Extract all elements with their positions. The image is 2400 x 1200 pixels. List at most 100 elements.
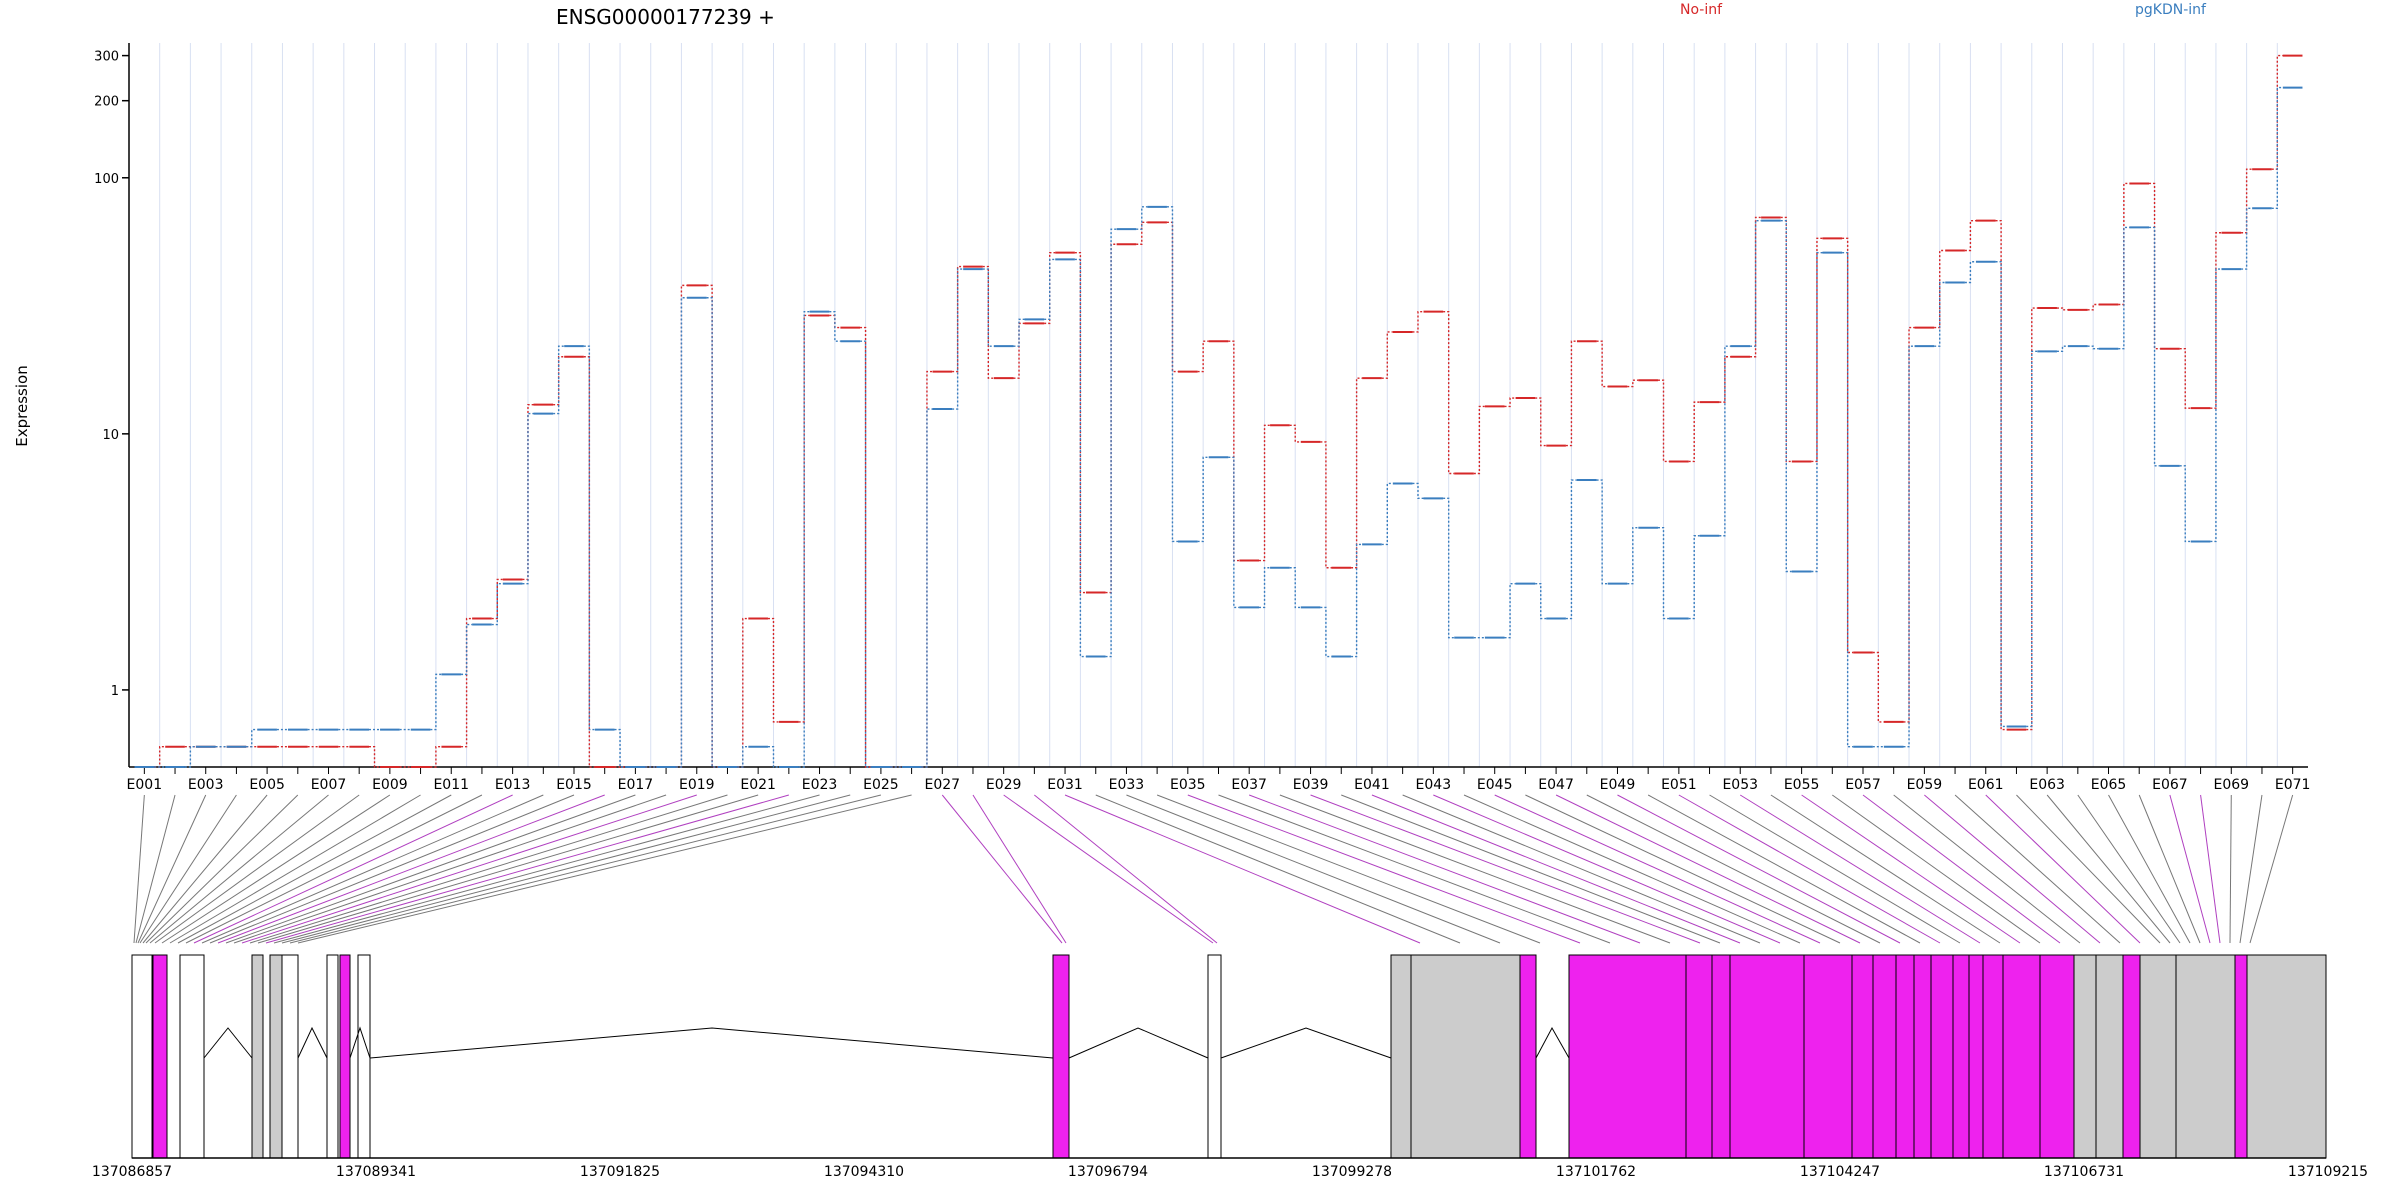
x-tick-label: E019 [679,777,715,793]
exon-box [2002,954,2041,1159]
exon-box [2039,954,2075,1159]
series-connector [767,746,780,768]
x-tick-label: E021 [740,777,776,793]
series-connector [1289,567,1301,609]
series-connector [1136,206,1148,230]
series-connector [1197,456,1209,543]
series-connector [1596,340,1608,388]
exon-connector-lines [133,794,2294,944]
exon-connector [209,794,575,944]
exon-connector [169,794,421,944]
series-lines [134,54,2303,768]
series-connector [1166,206,1178,543]
x-tick-label: E049 [1600,777,1636,793]
exon-connector [1770,794,2001,944]
series-connector [829,310,841,342]
exon-connector [2108,794,2191,944]
series-connector [1351,543,1363,658]
series-connector [952,265,964,373]
exon-connector [1433,794,1781,944]
intron-line [1068,1027,1209,1059]
series-connector [2026,350,2038,728]
exon-connector [1341,794,1721,944]
exon-connector [217,794,605,944]
series-connector [430,746,442,768]
series-connector [1627,527,1639,585]
x-tick-label: E061 [1968,777,2004,793]
x-tick-label: E043 [1416,777,1452,793]
series-connector [184,746,196,768]
x-axis: E001 E003 E005 E007 E009 E011 E013 E015 E017 E019… [127,766,2310,793]
intron-line [203,1027,253,1059]
exon-box [1410,954,1521,1159]
x-tick-label: E031 [1047,777,1083,793]
exon-connector [941,794,1063,944]
series-connector [1228,456,1240,609]
series-connector [1197,340,1209,373]
exon-box [339,954,351,1159]
exon-connector [233,794,667,944]
series-connector [982,268,994,347]
exon-connector [2046,794,2171,944]
x-tick-label: E045 [1477,777,1513,793]
series-connector [952,268,964,410]
series-connector [1842,251,1854,748]
exon-connector [1095,794,1461,944]
y-axis: 1 10 100 200 300 [94,43,130,767]
exon-box [1519,954,1537,1159]
y-tick-label: 200 [94,95,119,110]
exon-connector [133,794,145,944]
exon-box [1895,954,1915,1159]
series-connector [1995,261,2007,728]
exon-box [2234,954,2248,1159]
x-tick-label: E053 [1722,777,1758,793]
series-connector [461,617,473,748]
x-tick-label: E039 [1293,777,1329,793]
series-connector [1259,424,1271,562]
gene-model-track: 137086857 137089341 137091825 137094310 1370… [92,954,2368,1180]
series-connector [675,284,687,768]
y-tick-label: 1 [111,684,119,699]
exon-connector [2138,794,2201,944]
series-connector [1412,310,1424,333]
x-tick-label: E001 [127,777,163,793]
series-connector [1934,249,1946,329]
series-connector [1872,651,1884,723]
x-tick-label: E041 [1354,777,1390,793]
exon-connector [1617,794,1901,944]
exon-connector [139,794,237,944]
exon-connector [1709,794,1961,944]
series-connector [1627,379,1639,388]
exon-box [2246,954,2327,1159]
series-no-inf [134,54,2303,768]
x-tick-label: E015 [556,777,592,793]
exon-connector [265,794,789,944]
x-tick-label: E059 [1907,777,1943,793]
x-tick-label: E055 [1784,777,1820,793]
exon-box [1872,954,1897,1159]
exon-connector [257,794,759,944]
series-connector [1504,397,1516,408]
genome-coordinate-label: 137099278 [1312,1164,1392,1180]
series-connector [1842,237,1854,654]
series-connector [921,408,933,768]
exon-box [1952,954,1970,1159]
chart-title: ENSG00000177239 + [556,5,775,29]
exon-connector [273,794,820,944]
series-connector [2056,345,2068,353]
series-connector [614,728,626,768]
series-connector [2210,232,2222,409]
exon-connector [1126,794,1501,944]
exon-box [1685,954,1713,1159]
exon-connector [2249,794,2294,944]
exon-connector [2239,794,2263,944]
series-connector [675,297,687,768]
x-tick-label: E035 [1170,777,1206,793]
x-tick-label: E025 [863,777,899,793]
exon-connector [1555,794,1861,944]
series-connector [1780,219,1792,573]
exon-connector [225,794,636,944]
series-connector [706,297,718,768]
series-connector [1412,482,1424,500]
